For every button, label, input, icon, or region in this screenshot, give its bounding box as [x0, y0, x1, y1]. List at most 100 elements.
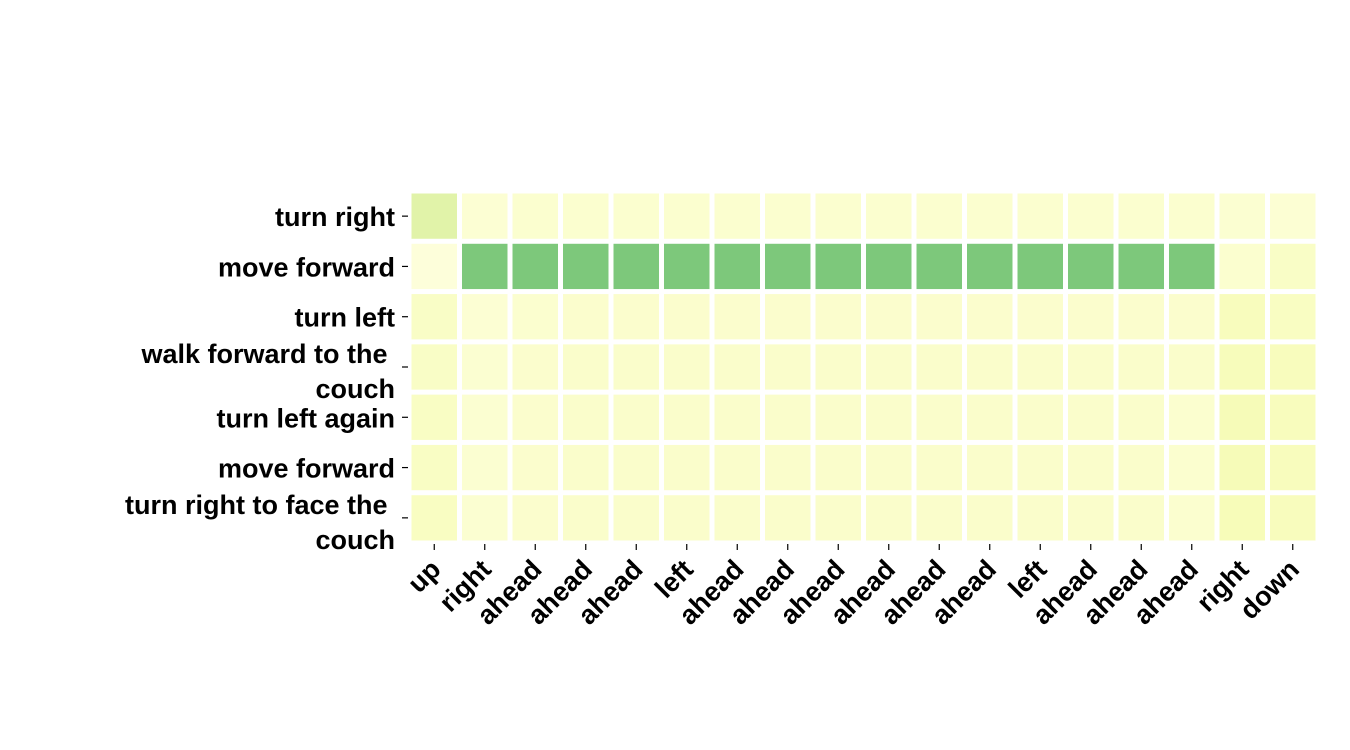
heatmap-cell	[512, 294, 558, 340]
heatmap-cell	[765, 243, 811, 290]
heatmap-cell	[512, 444, 558, 491]
heatmap-cell	[967, 243, 1013, 290]
heatmap-cell	[1118, 193, 1164, 239]
heatmap-cell	[462, 444, 508, 491]
heatmap-cell	[916, 495, 962, 541]
heatmap-cell	[512, 495, 558, 541]
heatmap-cell	[714, 344, 760, 390]
y-tick-label: turn right to face the couch	[125, 490, 395, 555]
heatmap-cell	[1270, 495, 1316, 541]
heatmap-cell	[765, 495, 811, 541]
heatmap-cell	[512, 243, 558, 290]
heatmap-cell	[613, 495, 659, 541]
heatmap-cell	[512, 344, 558, 390]
heatmap-cell	[1270, 344, 1316, 390]
heatmap-cell	[1219, 444, 1265, 491]
heatmap-cell	[1219, 193, 1265, 239]
heatmap-cell	[1017, 394, 1063, 440]
heatmap-cell	[765, 193, 811, 239]
heatmap-cell	[866, 394, 912, 440]
heatmap-cell	[664, 243, 710, 290]
heatmap-cell	[1169, 444, 1215, 491]
heatmap-cell	[1270, 444, 1316, 491]
heatmap-cell	[1017, 294, 1063, 340]
heatmap-cell	[1169, 294, 1215, 340]
heatmap-cell	[1017, 193, 1063, 239]
heatmap-cell	[1068, 193, 1114, 239]
heatmap-cell	[765, 344, 811, 390]
heatmap-cell	[866, 495, 912, 541]
heatmap-cell	[866, 294, 912, 340]
heatmap-cell	[916, 344, 962, 390]
heatmap-cell	[916, 394, 962, 440]
heatmap-cell	[815, 444, 861, 491]
heatmap-cell	[1270, 193, 1316, 239]
heatmap-cell	[765, 394, 811, 440]
heatmap-cell	[563, 444, 609, 491]
heatmap-cell	[462, 495, 508, 541]
heatmap-cell	[613, 444, 659, 491]
heatmap-cell	[967, 495, 1013, 541]
heatmap-cell	[1068, 344, 1114, 390]
heatmap-cell	[866, 444, 912, 491]
heatmap-cell	[916, 193, 962, 239]
y-tick-label: move forward	[218, 252, 395, 282]
heatmap-cell	[1118, 495, 1164, 541]
heatmap-cell	[411, 495, 457, 541]
heatmap-cell	[1219, 394, 1265, 440]
heatmap-cell	[462, 243, 508, 290]
heatmap-cell	[1169, 344, 1215, 390]
heatmap-cell	[462, 294, 508, 340]
heatmap-cell	[462, 394, 508, 440]
heatmap-cell	[916, 243, 962, 290]
heatmap-cell	[462, 193, 508, 239]
heatmap-cell	[1169, 394, 1215, 440]
heatmap-cell	[411, 444, 457, 491]
heatmap-cell	[613, 193, 659, 239]
heatmap-cell	[967, 193, 1013, 239]
heatmap-cell	[714, 444, 760, 491]
heatmap-cell	[613, 294, 659, 340]
heatmap-cell	[1169, 243, 1215, 290]
heatmap-cell	[1017, 344, 1063, 390]
heatmap-cell	[1118, 444, 1164, 491]
heatmap-cell	[613, 394, 659, 440]
heatmap-cell	[866, 243, 912, 290]
heatmap-cell	[664, 294, 710, 340]
heatmap-cell	[1017, 495, 1063, 541]
heatmap-cell	[815, 294, 861, 340]
heatmap-cell	[411, 394, 457, 440]
y-tick-label: turn left	[295, 303, 396, 333]
heatmap-cell	[967, 294, 1013, 340]
heatmap-cell	[563, 344, 609, 390]
heatmap-cell	[1169, 495, 1215, 541]
heatmap-cell	[1270, 394, 1316, 440]
heatmap-cell	[411, 344, 457, 390]
heatmap-cell	[1017, 243, 1063, 290]
heatmap-cell	[815, 394, 861, 440]
heatmap-cell	[664, 344, 710, 390]
heatmap-cell	[815, 344, 861, 390]
heatmap-cell	[714, 294, 760, 340]
heatmap-cell	[1068, 444, 1114, 491]
heatmap-cell	[967, 394, 1013, 440]
y-tick-label: walk forward to the couch	[140, 339, 395, 404]
heatmap-cell	[613, 243, 659, 290]
heatmap-cell	[765, 294, 811, 340]
heatmap-cell	[1068, 495, 1114, 541]
heatmap-cells	[411, 193, 1316, 541]
heatmap-cell	[967, 444, 1013, 491]
heatmap-cell	[1270, 243, 1316, 290]
heatmap-cell	[815, 243, 861, 290]
x-tick-label: down	[1234, 554, 1305, 625]
heatmap-cell	[1169, 193, 1215, 239]
heatmap-cell	[563, 294, 609, 340]
heatmap-cell	[411, 294, 457, 340]
heatmap-cell	[967, 344, 1013, 390]
heatmap-cell	[815, 495, 861, 541]
y-axis: turn right move forward turn left walk forw…	[125, 202, 408, 555]
heatmap-cell	[613, 344, 659, 390]
heatmap-cell	[1219, 344, 1265, 390]
